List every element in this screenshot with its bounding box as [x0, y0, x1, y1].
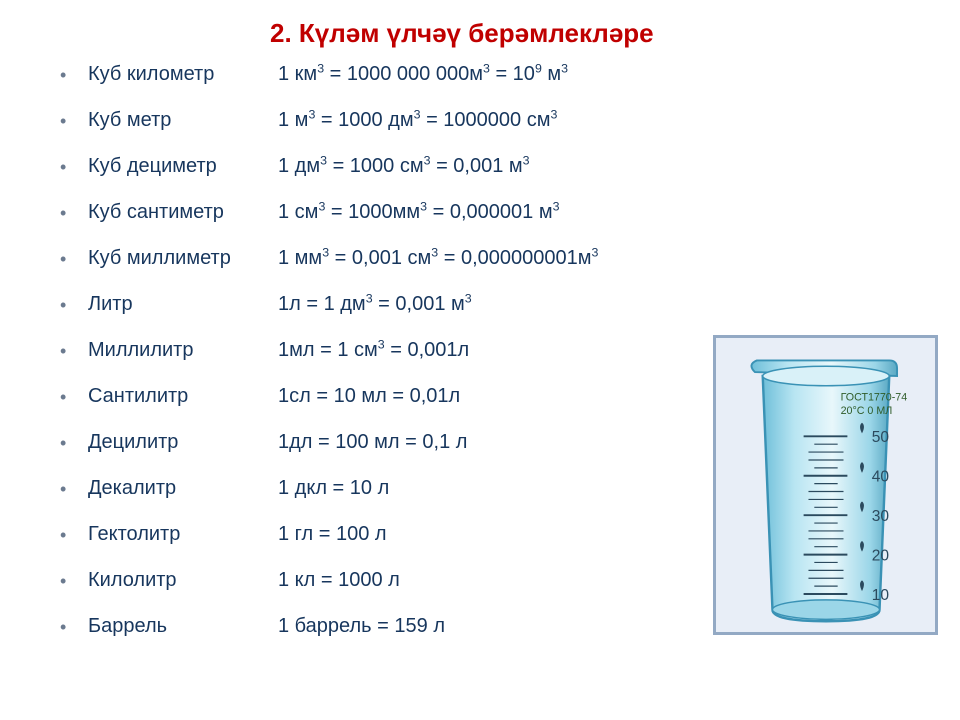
beaker-illustration: ГОСТ1770-74 20°С 0 МЛ 50 40 30 20 10	[713, 335, 938, 635]
unit-label: Гектолитр	[88, 523, 278, 546]
unit-label: Килолитр	[88, 569, 278, 592]
unit-label: Куб километр	[88, 63, 278, 86]
bullet-icon: •	[60, 63, 88, 87]
unit-label: Куб миллиметр	[88, 247, 278, 270]
beaker-svg: ГОСТ1770-74 20°С 0 МЛ 50 40 30 20 10	[716, 338, 935, 632]
unit-label: Литр	[88, 293, 278, 316]
bullet-icon: •	[60, 431, 88, 455]
unit-label: Куб сантиметр	[88, 201, 278, 224]
bullet-icon: •	[60, 109, 88, 133]
unit-label: Децилитр	[88, 431, 278, 454]
unit-row: •Куб дециметр1 дм3 = 1000 см3 = 0,001 м3	[60, 155, 960, 179]
bullet-icon: •	[60, 247, 88, 271]
unit-equation: 1 см3 = 1000мм3 = 0,000001 м3	[278, 201, 960, 224]
svg-text:20: 20	[872, 547, 890, 564]
gost-line-2: 20°С 0 МЛ	[841, 405, 893, 417]
unit-label: Сантилитр	[88, 385, 278, 408]
unit-equation: 1 км3 = 1000 000 000м3 = 109 м3	[278, 63, 960, 86]
bullet-icon: •	[60, 201, 88, 225]
page-title: 2. Күләм үлчәү берәмлекләре	[0, 0, 960, 63]
svg-text:40: 40	[872, 469, 890, 486]
svg-text:10: 10	[872, 587, 890, 604]
unit-row: •Литр1л = 1 дм3 = 0,001 м3	[60, 293, 960, 317]
unit-row: •Куб километр1 км3 = 1000 000 000м3 = 10…	[60, 63, 960, 87]
gost-line-1: ГОСТ1770-74	[841, 391, 908, 403]
unit-row: •Куб метр1 м3 = 1000 дм3 = 1000000 см3	[60, 109, 960, 133]
bullet-icon: •	[60, 385, 88, 409]
svg-text:30: 30	[872, 508, 890, 525]
unit-equation: 1 дм3 = 1000 см3 = 0,001 м3	[278, 155, 960, 178]
unit-equation: 1 м3 = 1000 дм3 = 1000000 см3	[278, 109, 960, 132]
bullet-icon: •	[60, 477, 88, 501]
unit-label: Декалитр	[88, 477, 278, 500]
unit-row: •Куб сантиметр1 см3 = 1000мм3 = 0,000001…	[60, 201, 960, 225]
unit-label: Куб дециметр	[88, 155, 278, 178]
unit-label: Миллилитр	[88, 339, 278, 362]
bullet-icon: •	[60, 293, 88, 317]
unit-row: •Куб миллиметр1 мм3 = 0,001 см3 = 0,0000…	[60, 247, 960, 271]
bullet-icon: •	[60, 569, 88, 593]
unit-label: Баррель	[88, 615, 278, 638]
bullet-icon: •	[60, 615, 88, 639]
unit-equation: 1 мм3 = 0,001 см3 = 0,000000001м3	[278, 247, 960, 270]
unit-label: Куб метр	[88, 109, 278, 132]
svg-text:50: 50	[872, 429, 890, 446]
bullet-icon: •	[60, 155, 88, 179]
bullet-icon: •	[60, 523, 88, 547]
unit-equation: 1л = 1 дм3 = 0,001 м3	[278, 293, 960, 316]
bullet-icon: •	[60, 339, 88, 363]
